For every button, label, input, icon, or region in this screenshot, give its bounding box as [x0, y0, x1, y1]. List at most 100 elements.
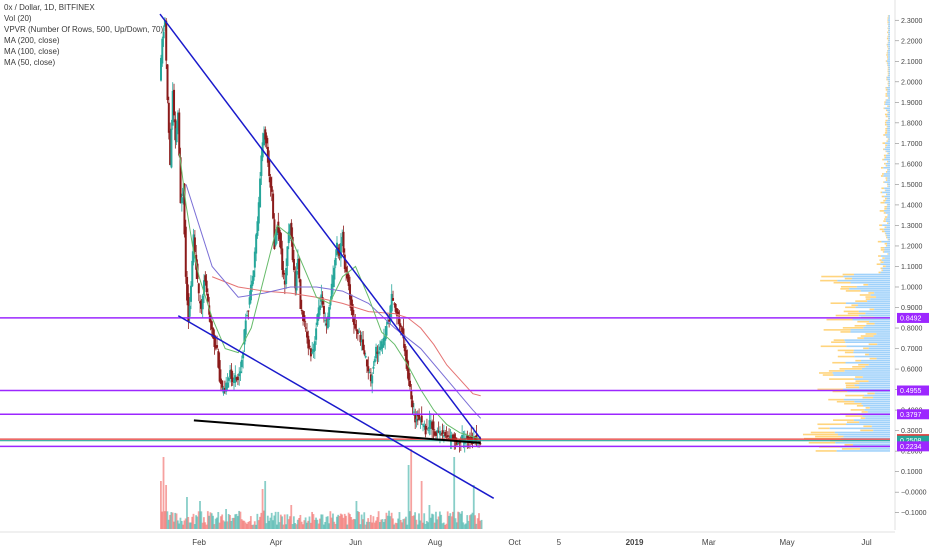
candle-body [393, 303, 396, 305]
volume-bar [290, 505, 293, 529]
vpvr-bar-down [837, 355, 855, 358]
vpvr-bar-down [855, 380, 869, 382]
vpvr-bar-down [884, 113, 888, 116]
legend-indicator-ma200[interactable]: MA (200, close) [4, 36, 60, 45]
candle-body [321, 297, 324, 305]
vpvr-bar-up [884, 210, 890, 212]
vpvr-bar-up [888, 84, 890, 87]
vpvr-bar-up [885, 103, 890, 105]
vpvr-bar-down [833, 339, 845, 341]
vpvr-bar-up [833, 374, 890, 376]
vpvr-bar-down [887, 72, 889, 75]
volume-bar [320, 514, 323, 529]
vpvr-bar-up [888, 111, 890, 114]
volume-bar [278, 522, 281, 529]
vpvr-bar-up [884, 195, 890, 198]
volume-bar [457, 511, 460, 529]
legend-title[interactable]: 0x / Dollar, 1D, BITFINEX [4, 3, 95, 12]
vpvr-bar-down [815, 435, 844, 438]
vpvr-bar-up [888, 72, 890, 75]
vpvr-bar-down [885, 93, 888, 95]
volume-bar [259, 516, 261, 529]
vpvr-bar-down [886, 76, 887, 79]
vpvr-bar-up [843, 275, 890, 278]
vpvr-bar-down [845, 290, 861, 292]
candle-body [355, 329, 358, 332]
candle-body [401, 327, 404, 333]
vpvr-bar-down [832, 390, 848, 393]
vpvr-bar-up [887, 115, 890, 118]
vpvr-bar-up [873, 429, 890, 432]
vpvr-bar-down [887, 80, 889, 83]
vpvr-bar-down [842, 327, 864, 329]
candle-body [455, 441, 458, 445]
vpvr-bar-down [887, 214, 889, 216]
legend-indicator-ma50[interactable]: MA (50, close) [4, 58, 56, 67]
vpvr-bar-down [886, 91, 888, 93]
candle-body [351, 303, 354, 316]
volume-bar [268, 520, 270, 529]
candle-body [424, 425, 427, 435]
vpvr-bar-down [880, 247, 885, 249]
candle-body [317, 307, 320, 320]
vpvr-bar-up [863, 337, 890, 339]
vpvr-bar-up [888, 17, 890, 19]
vpvr-bar-down [885, 109, 887, 112]
upper-descending-trendline [159, 13, 482, 440]
candle-body [375, 346, 378, 359]
vpvr-bar-down [887, 105, 889, 108]
vpvr-bar-up [853, 351, 890, 354]
vpvr-bar-down [845, 415, 863, 417]
vpvr-bar-down [885, 99, 887, 101]
vpvr-bar-up [854, 378, 890, 380]
vpvr-bar-up [887, 130, 890, 132]
vpvr-bar-up [888, 68, 890, 71]
ma100-line [185, 184, 482, 419]
vpvr-bar-down [858, 363, 869, 366]
candle-body [420, 415, 423, 423]
price-axis[interactable]: 2.3000 2.2000 2.1000 2.0000 1.9000 1.8000 1.70… [894, 0, 929, 530]
candle-body [242, 352, 245, 359]
candle-body [349, 284, 352, 300]
candle-body [433, 431, 436, 436]
price-tick-label: 0.7000 [901, 346, 923, 353]
legend-indicator-volume[interactable]: Vol (20) [4, 14, 32, 23]
vpvr-bar-up [886, 128, 890, 130]
vpvr-bar-down [880, 267, 883, 270]
candle-body [209, 315, 212, 323]
candle-body [269, 177, 272, 188]
vpvr-bar-down [887, 27, 889, 30]
candle-body [365, 359, 368, 367]
volume-bar [423, 513, 426, 529]
candle-body [256, 221, 259, 236]
volume-bar [408, 511, 411, 529]
vpvr-bar-up [885, 218, 890, 220]
volume-bar [244, 522, 247, 529]
candle-body [360, 339, 363, 343]
candle-body [437, 431, 440, 433]
volume-bar [174, 512, 177, 529]
legend-indicator-ma100[interactable]: MA (100, close) [4, 47, 60, 56]
volume-bar [472, 485, 475, 529]
vpvr-bar-down [880, 249, 885, 251]
volume-bar [201, 522, 204, 529]
candle-body [410, 390, 413, 400]
vpvr-bar-down [886, 203, 888, 206]
candle-body [445, 436, 448, 438]
vpvr-bar-down [857, 337, 864, 339]
vpvr-bar-up [888, 33, 890, 36]
volume-bar [371, 522, 373, 529]
legend-indicator-vpvr[interactable]: VPVR (Number Of Rows, 500, Up/Down, 70) [4, 25, 164, 34]
vpvr-bar-up [888, 238, 890, 241]
time-axis[interactable]: Feb Apr Jun Aug Oct 5 2019 Mar May Jul [0, 531, 895, 547]
volume-bar [342, 517, 345, 529]
vpvr-bar-down [883, 212, 886, 214]
vpvr-bar-down [884, 132, 888, 134]
trendlines [159, 13, 495, 499]
volume-bar [441, 523, 444, 529]
candle-body [290, 222, 293, 239]
volume-bar [260, 512, 263, 529]
vpvr-bar-down [885, 179, 888, 181]
vpvr-bar-up [883, 261, 890, 263]
